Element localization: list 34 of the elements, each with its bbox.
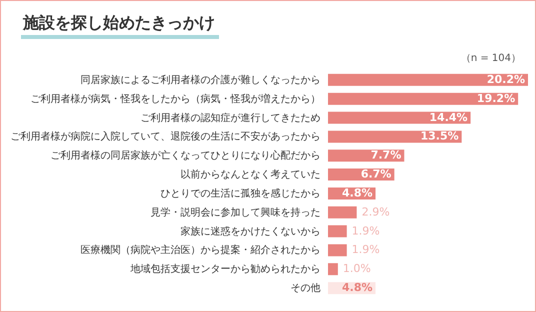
data-label: 1.9% (352, 243, 380, 256)
y-tick-label: ご利用者様が病気・怪我をしたから（病気・怪我が増えたから） (30, 92, 320, 105)
text: 施設を探し始めたきっかけ (21, 13, 219, 39)
bar (328, 263, 338, 276)
bar (328, 92, 518, 105)
data-label: 4.8% (342, 281, 373, 294)
data-label: 2.9% (362, 205, 390, 218)
bar (328, 112, 471, 124)
data-label: 1.0% (342, 262, 371, 276)
data-label: 14.4% (429, 110, 468, 124)
data-label: 1.9% (352, 224, 380, 238)
data-label: 19.2% (476, 92, 516, 105)
y-tick-label: 家族に迷惑をかけたくないから (180, 225, 320, 238)
bar (328, 74, 528, 86)
bar (328, 225, 347, 238)
data-label: 20.2% (486, 72, 525, 86)
text: （n = 104） (460, 52, 521, 65)
y-tick-label: 見学・説明会に参加して興味を持った (150, 206, 320, 218)
data-label: 13.5% (420, 130, 459, 143)
y-tick-label: 医療機関（病院や主治医）から提案・紹介されたから (80, 244, 320, 256)
data-label: 4.8% (342, 186, 373, 200)
y-tick-label: ひとりでの生活に孤独を感じたから (160, 187, 320, 200)
y-tick-label: ご利用者様が病院に入院していて、退院後の生活に不安があったから (10, 130, 320, 143)
y-tick-label: 以前からなんとなく考えていた (180, 168, 320, 181)
data-label: 6.7% (360, 168, 392, 181)
y-tick-label: ご利用者様の認知症が進行してきたため (140, 112, 320, 124)
bar (328, 206, 357, 218)
y-tick-label: 地域包括支援センターから勧められたから (130, 263, 320, 276)
data-label: 7.7% (370, 148, 402, 162)
y-tick-label: ご利用者様の同居家族が亡くなってひとりになり心配だから (50, 150, 320, 162)
y-tick-label: 同居家族によるご利用者様の介護が難しくなったから (80, 74, 320, 86)
bar (328, 130, 462, 143)
bar (328, 244, 347, 256)
y-tick-label: その他 (290, 282, 320, 294)
